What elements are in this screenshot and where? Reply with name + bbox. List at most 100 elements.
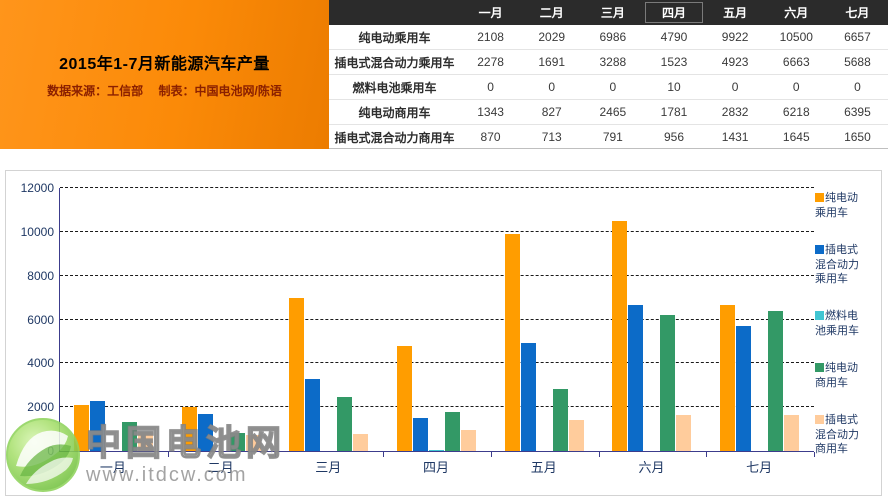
gridline: [60, 362, 814, 364]
bar-group: [491, 188, 600, 457]
production-table: 一月 二月 三月 四月 五月 六月 七月 纯电动乘用车 2108 2029 6986 4790 992…: [329, 0, 888, 149]
x-axis-label: 五月: [530, 460, 557, 475]
bar-插电式混合动力商用车: [461, 430, 477, 451]
value-cell: 9922: [721, 30, 749, 44]
top-section: 2015年1-7月新能源汽车产量 数据来源：工信部 制表：中国电池网/陈语 一月…: [0, 0, 888, 149]
row-label-cell: 纯电动乘用车: [358, 30, 431, 45]
legend-item: 燃料电池乘用车: [815, 310, 859, 337]
legend-swatch-icon: [815, 244, 824, 254]
value-cell: 6663: [782, 55, 810, 69]
value-cell: 0: [854, 80, 861, 94]
x-axis-label: 六月: [638, 460, 665, 475]
legend-item: 纯电动商用车: [815, 362, 858, 389]
value-cell: 6657: [844, 30, 871, 44]
value-cell: 5688: [844, 55, 871, 69]
bar-纯电动商用车: [337, 397, 353, 451]
bar-纯电动商用车: [552, 389, 568, 451]
bar-group: [599, 188, 708, 457]
value-cell: 2832: [721, 105, 749, 119]
y-axis-tick-label: 4000: [27, 356, 54, 371]
bar-燃料电池乘用车: [429, 450, 445, 451]
month-header-cell: 五月: [704, 0, 766, 25]
legend-item: 插电式混合动力乘用车: [815, 243, 859, 286]
bar-纯电动商用车: [229, 433, 245, 451]
bar-插电式混合动力乘用车: [305, 379, 321, 451]
value-cell: 2278: [477, 55, 504, 69]
page-title: 2015年1-7月新能源汽车产量: [59, 56, 270, 73]
bar-纯电动商用车: [768, 311, 784, 451]
bar-纯电动商用车: [121, 422, 137, 451]
bar-纯电动乘用车: [73, 405, 89, 451]
value-cell: 6986: [599, 30, 627, 44]
row-label-cell: 燃料电池乘用车: [352, 80, 437, 95]
table-row: 纯电动乘用车 2108 2029 6986 4790 9922 10500 6657: [329, 25, 888, 50]
bar-插电式混合动力乘用车: [628, 305, 644, 451]
value-cell: 10: [667, 80, 681, 94]
value-cell: 1431: [721, 130, 749, 144]
month-header-cell: 六月: [765, 0, 827, 25]
value-cell: 2108: [477, 30, 504, 44]
value-cell: 1343: [477, 105, 504, 119]
bar-插电式混合动力乘用车: [736, 326, 752, 451]
value-cell: 10500: [779, 30, 813, 44]
bar-纯电动乘用车: [720, 305, 736, 451]
chart-area: 0 2000 4000 6000 8000 10000 12000 一月 二月 三月 四月 五月 六月…: [5, 170, 882, 496]
bar-插电式混合动力商用车: [137, 432, 153, 451]
value-cell: 1523: [660, 55, 688, 69]
value-cell: 0: [487, 80, 494, 94]
table-row: 燃料电池乘用车 0 0 0 10 0 0 0: [329, 75, 888, 100]
month-header-cell: 一月: [460, 0, 522, 25]
table-row: 插电式混合动力乘用车 2278 1691 3288 1523 4923 6663 5688: [329, 50, 888, 75]
value-cell: 870: [480, 130, 501, 144]
legend-item: 插电式混合动力商用车: [815, 414, 859, 456]
bar-纯电动乘用车: [397, 346, 413, 451]
y-axis-tick-label: 8000: [27, 268, 54, 283]
month-header-cell: 二月: [521, 0, 583, 25]
x-axis-label: 七月: [746, 460, 773, 475]
bar-group: [168, 188, 277, 457]
bar-纯电动商用车: [660, 315, 676, 451]
table-row: 插电式混合动力商用车 870 713 791 956 1431 1645 1650: [329, 125, 888, 150]
bar-group: [706, 188, 815, 457]
month-header-cell: 三月: [582, 0, 644, 25]
value-cell: 3288: [599, 55, 627, 69]
gridline: [60, 406, 814, 408]
gridline: [60, 187, 814, 188]
bar-group: [275, 188, 384, 457]
x-axis-label: 二月: [207, 460, 234, 475]
value-cell: 0: [548, 80, 556, 94]
row-label-cell: 插电式混合动力乘用车: [334, 55, 455, 70]
bar-插电式混合动力商用车: [676, 415, 692, 451]
subtitle: 数据来源：工信部 制表：中国电池网/陈语: [41, 82, 288, 99]
bar-插电式混合动力乘用车: [520, 343, 536, 451]
value-cell: 791: [602, 130, 623, 144]
author-label: 制表：中国电池网/陈语: [158, 84, 282, 98]
value-cell: 0: [792, 80, 800, 94]
legend-item: 纯电动乘用车: [815, 192, 858, 219]
x-axis-label: 四月: [423, 460, 450, 475]
bar-插电式混合动力乘用车: [413, 418, 429, 451]
gridline: [60, 318, 814, 320]
value-cell: 2029: [538, 30, 566, 44]
row-label-cell: 插电式混合动力商用车: [334, 130, 455, 145]
value-cell: 4923: [721, 55, 749, 69]
value-cell: 713: [541, 130, 562, 144]
x-axis-labels: 一月 二月 三月 四月 五月 六月 七月: [59, 457, 813, 476]
bar-插电式混合动力商用车: [353, 434, 369, 451]
value-cell: 0: [731, 80, 739, 94]
y-axis-tick-label: 0: [47, 444, 54, 458]
bar-group: [60, 188, 169, 457]
x-axis-label: 三月: [315, 460, 342, 475]
month-header-cell: 七月: [826, 0, 888, 25]
month-header-cell: 四月: [643, 0, 705, 25]
data-source-label: 数据来源：工信部: [47, 84, 144, 98]
legend-swatch-icon: [815, 415, 824, 425]
value-cell: 956: [663, 130, 684, 144]
y-axis-tick-label: 10000: [20, 224, 54, 239]
legend-swatch-icon: [815, 363, 824, 373]
bar-纯电动乘用车: [289, 298, 305, 451]
value-cell: 6395: [844, 105, 871, 119]
bar-纯电动乘用车: [504, 234, 520, 451]
gridline: [60, 274, 814, 276]
y-axis-tick-label: 12000: [20, 181, 54, 195]
